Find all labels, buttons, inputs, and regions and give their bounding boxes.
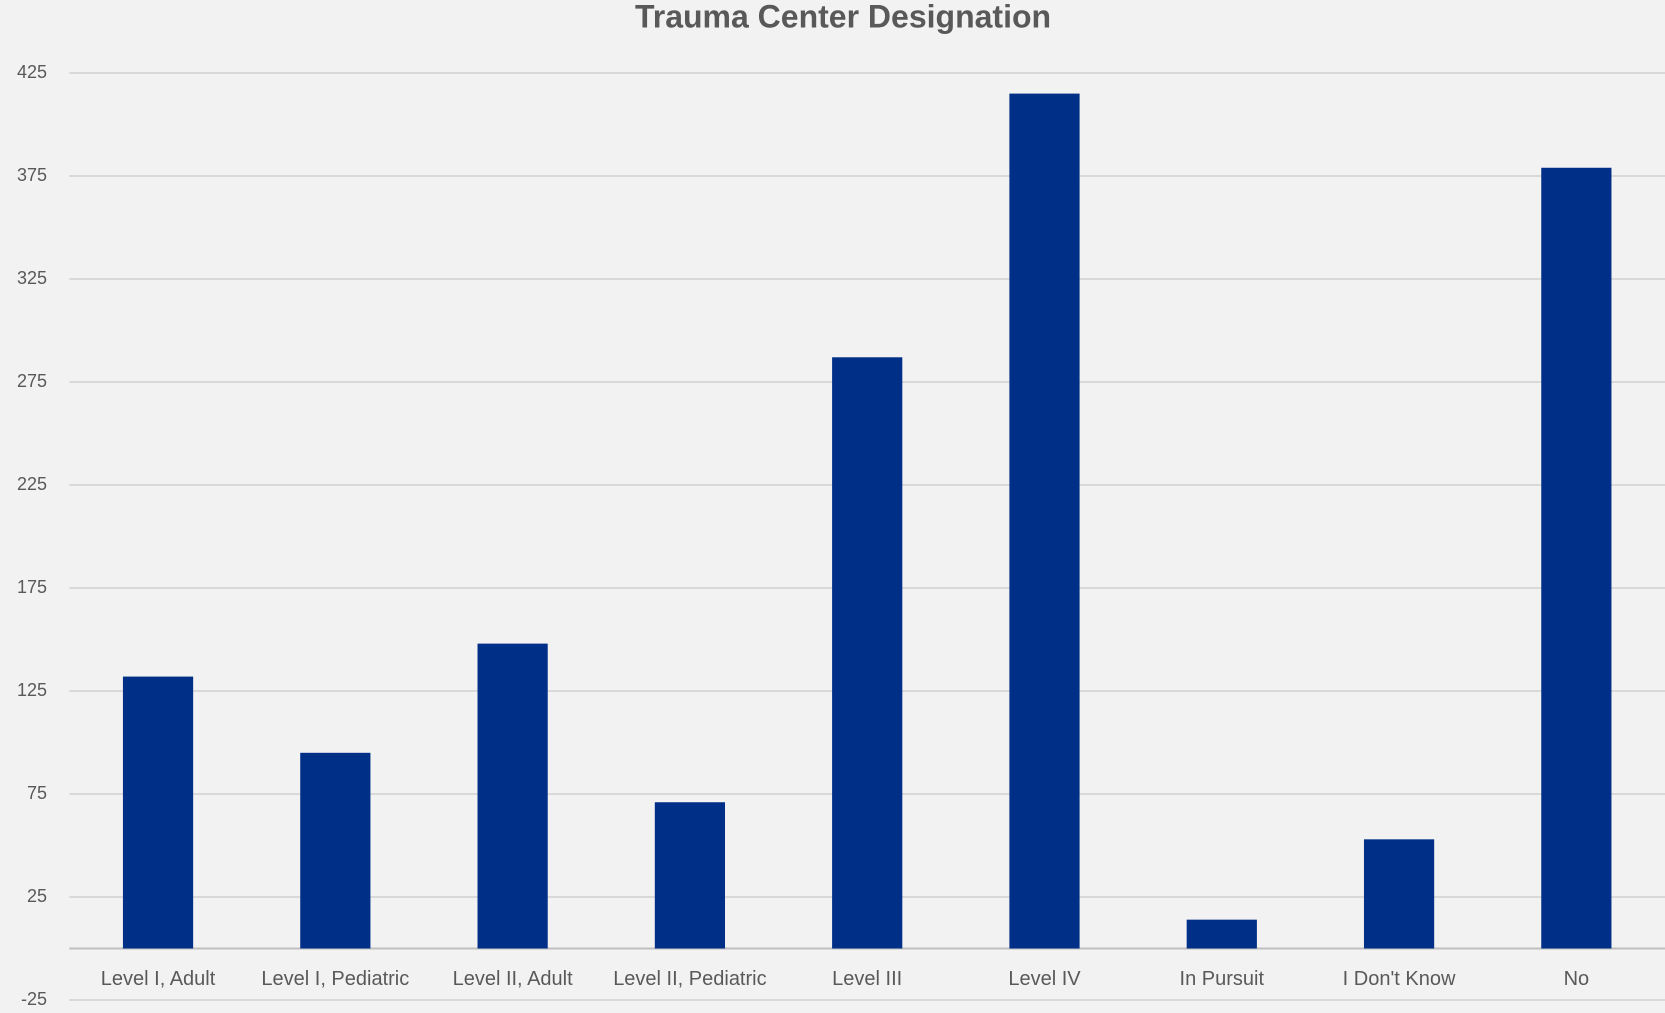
y-tick-label: 425 [17,62,47,82]
y-tick-label: 375 [17,165,47,185]
y-tick-label: 75 [27,783,47,803]
y-tick-label: 275 [17,371,47,391]
bar [300,752,371,949]
x-tick-label: I Don't Know [1343,968,1456,990]
x-tick-label: In Pursuit [1180,968,1265,990]
chart-title: Trauma Center Designation [635,0,1051,34]
x-tick-label: Level IV [1008,968,1081,990]
y-tick-label: -25 [21,989,47,1009]
y-tick-label: 325 [17,268,47,288]
bar [477,643,548,949]
bar [1186,919,1257,949]
x-tick-label: No [1564,968,1590,990]
y-tick-label: 225 [17,474,47,494]
x-tick-label: Level II, Adult [453,968,574,990]
bar [654,802,726,949]
y-tick-label: 175 [17,577,47,597]
x-tick-label: Level I, Adult [101,968,216,990]
bar [1541,167,1612,949]
x-tick-label: Level II, Pediatric [613,968,766,990]
y-tick-label: 25 [27,886,47,906]
bar [1363,839,1435,949]
bar [122,676,194,949]
x-tick-label: Level III [832,968,902,990]
y-tick-label: 125 [17,680,47,700]
bar [832,357,903,949]
x-tick-label: Level I, Pediatric [261,968,409,990]
bar [1009,93,1080,949]
